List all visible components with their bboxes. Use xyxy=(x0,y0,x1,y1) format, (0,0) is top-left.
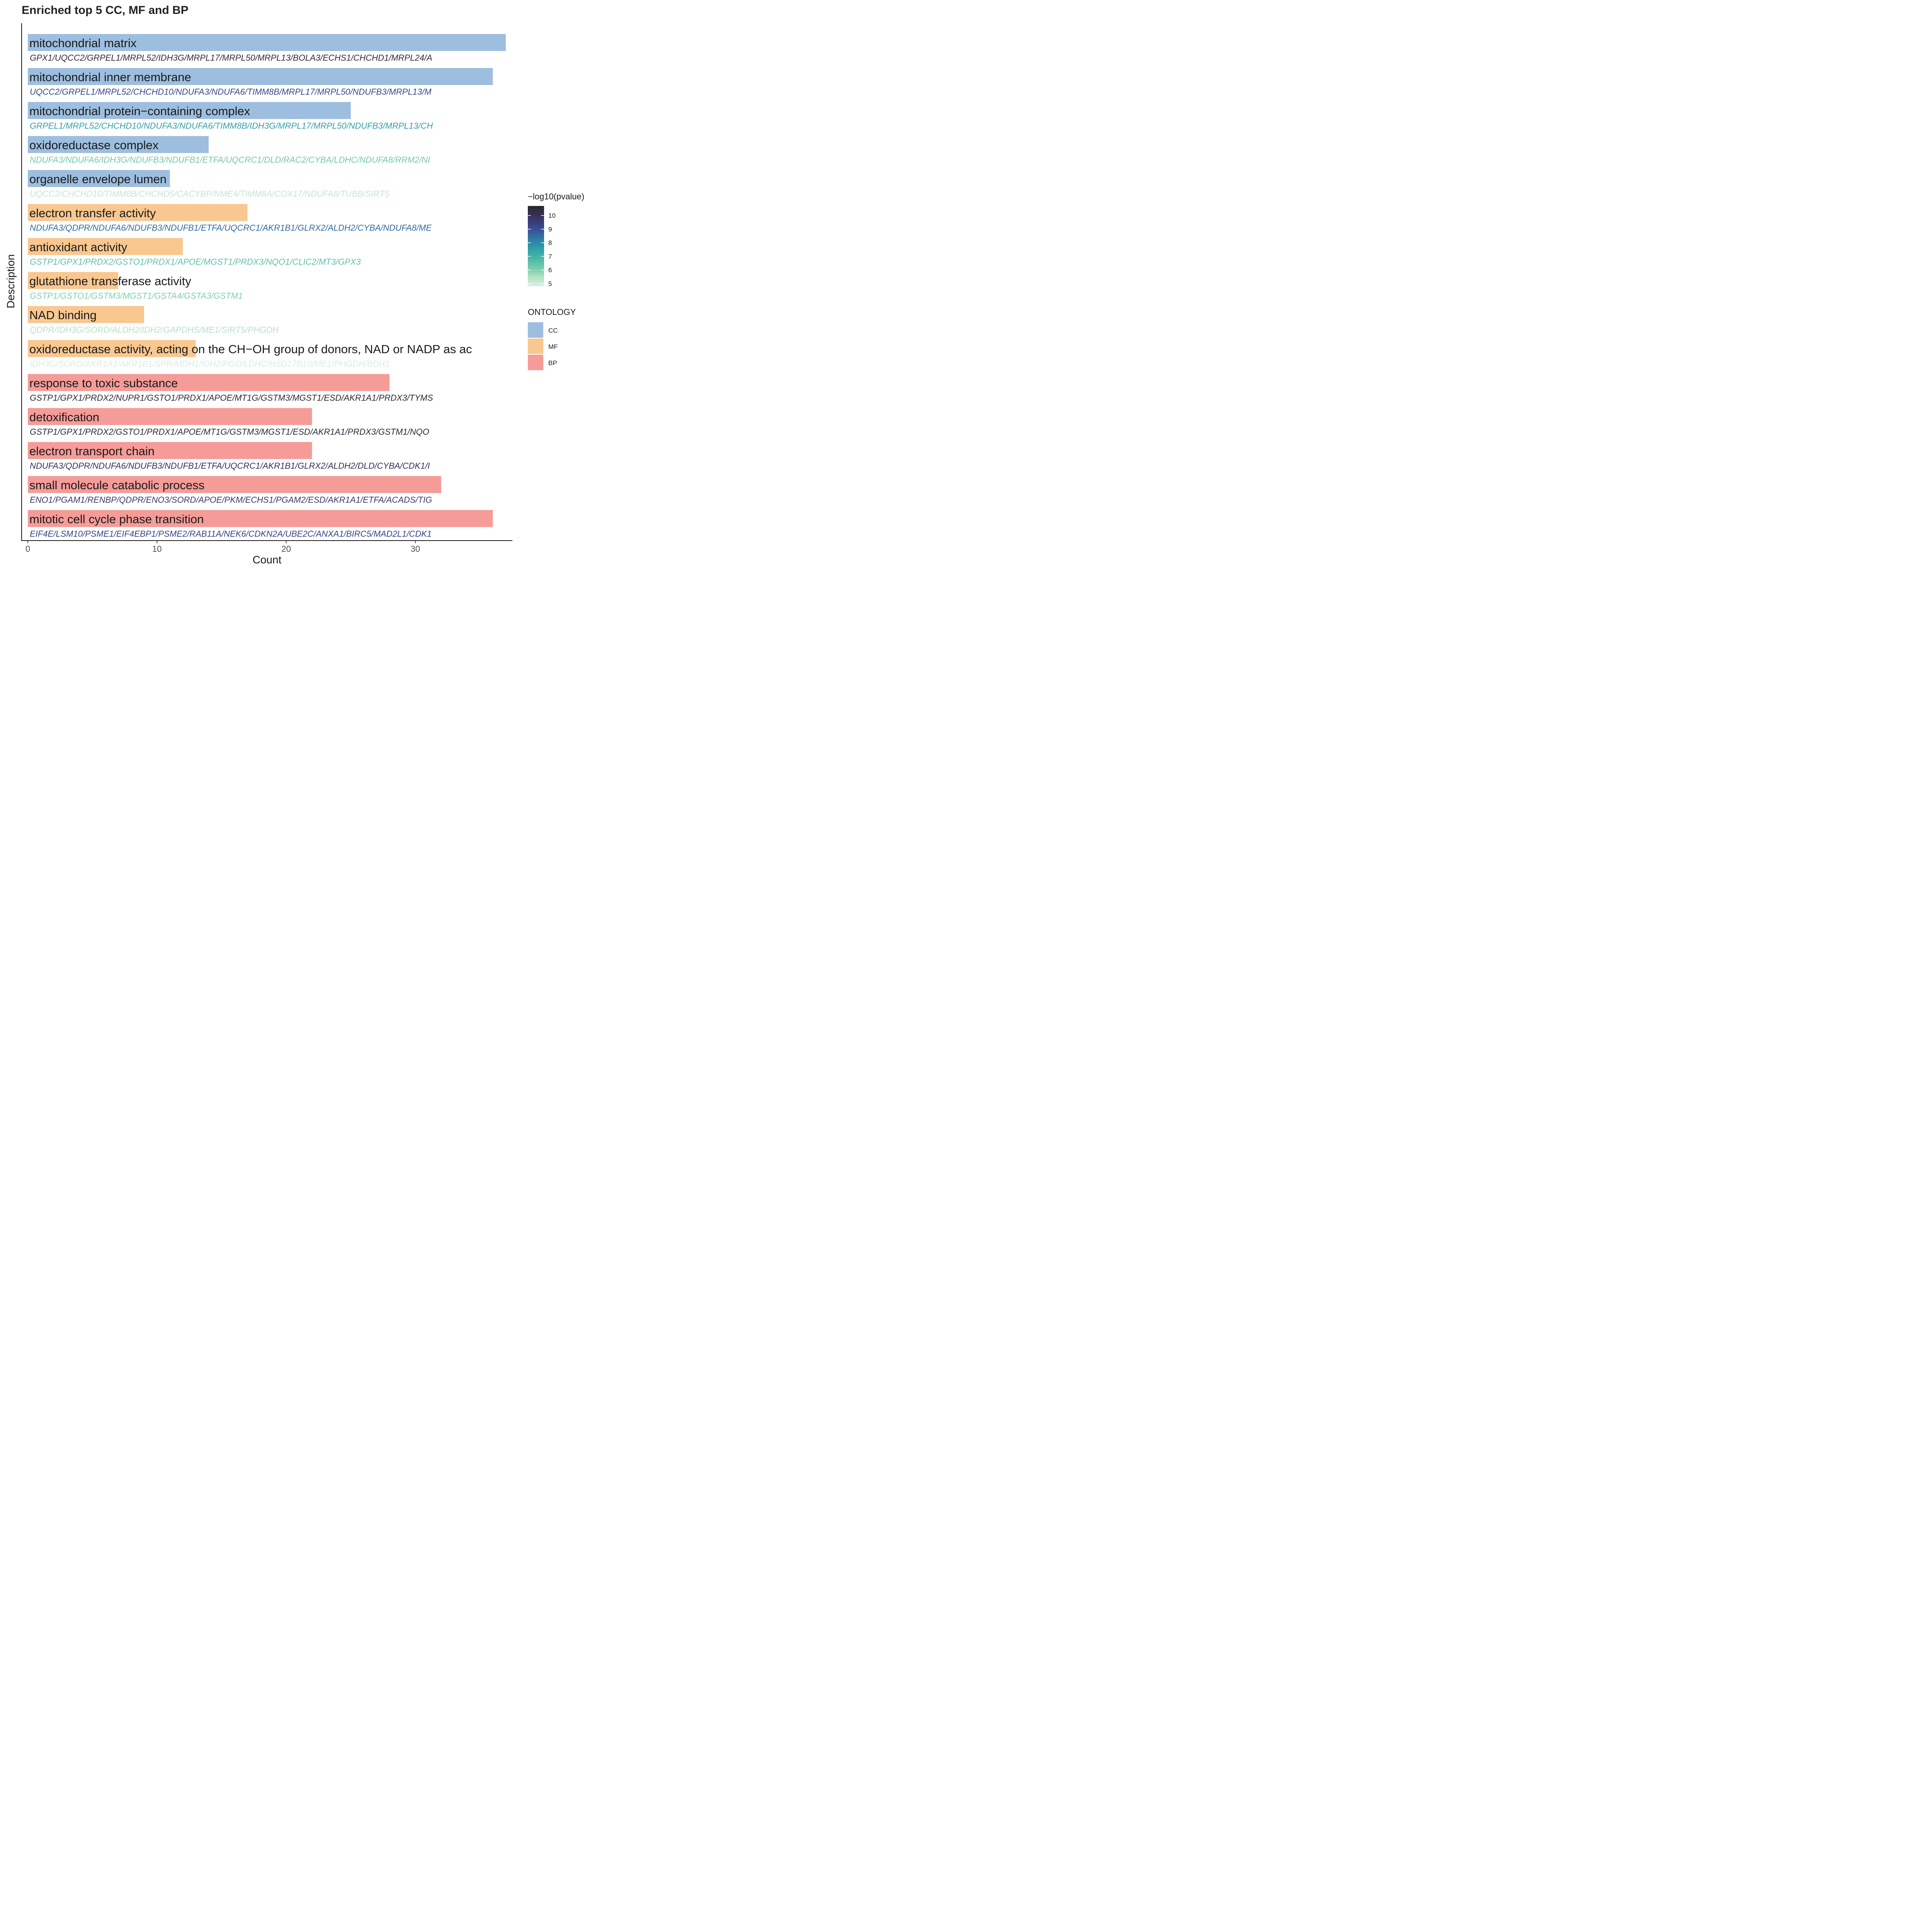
gene-list-oxidoreductase-activity-acting-on-the-ch: IDH3G/SORD/AKR1A1/AKR1B1/SPR/MDH1/IDH2/P… xyxy=(30,359,390,369)
gene-list-oxidoreductase-complex: NDUFA3/NDUFA6/IDH3G/NDUFB3/NDUFB1/ETFA/U… xyxy=(30,155,430,165)
x-tick-label-0: 0 xyxy=(26,544,30,554)
bar-label-detoxification: detoxification xyxy=(29,410,99,424)
ontology-legend-keys: CC MF BP xyxy=(528,322,558,370)
bar-mitochondrial-matrix xyxy=(28,34,506,51)
ontology-legend-title: ONTOLOGY xyxy=(528,307,576,317)
colorbar-title: −log10(pvalue) xyxy=(528,192,584,201)
ontology-legend: ONTOLOGY CC MF BP xyxy=(528,307,576,370)
x-tick-label-10: 10 xyxy=(152,544,162,554)
bar-label-oxidoreductase-activity-acting-on-the-ch: oxidoreductase activity, acting on the C… xyxy=(29,342,472,356)
legend-key-mf xyxy=(528,338,543,354)
x-axis-title: Count xyxy=(253,554,282,566)
bar-electron-transfer-activity xyxy=(28,204,248,221)
enrichment-bar-chart: Enriched top 5 CC, MF and BP mitochondri… xyxy=(5,4,584,566)
bar-organelle-envelope-lumen xyxy=(28,170,170,187)
colorbar-tick-label-9: 9 xyxy=(548,226,552,233)
gene-list-mitotic-cell-cycle-phase-transition: EIF4E/LSM10/PSME1/EIF4EBP1/PSME2/RAB11A/… xyxy=(30,529,432,539)
bar-oxidoreductase-complex xyxy=(28,136,209,153)
gene-list-electron-transport-chain: NDUFA3/QDPR/NDUFA6/NDUFB3/NDUFB1/ETFA/UQ… xyxy=(30,461,430,471)
gene-list-detoxification: GSTP1/GPX1/PRDX2/GSTO1/PRDX1/APOE/MT1G/G… xyxy=(30,427,429,437)
gene-list-mitochondrial-matrix: GPX1/UQCC2/GRPEL1/MRPL52/IDH3G/MRPL17/MR… xyxy=(30,53,432,63)
legend-key-bp xyxy=(528,355,543,370)
colorbar-tick-label-6: 6 xyxy=(548,267,552,274)
gene-list-antioxidant-activity: GSTP1/GPX1/PRDX2/GSTO1/PRDX1/APOE/MGST1/… xyxy=(30,257,361,267)
bar-small-molecule-catabolic-process xyxy=(28,476,441,493)
bar-mitotic-cell-cycle-phase-transition xyxy=(28,510,493,527)
bar-electron-transport-chain xyxy=(28,442,312,459)
bar-nad-binding xyxy=(28,306,144,323)
colorbar-tick-label-8: 8 xyxy=(548,239,552,247)
gene-list-response-to-toxic-substance: GSTP1/GPX1/PRDX2/NUPR1/GSTO1/PRDX1/APOE/… xyxy=(30,393,433,403)
gene-list-mitochondrial-protein-containing-complex: GRPEL1/MRPL52/CHCHD10/NDUFA3/NDUFA6/TIMM… xyxy=(30,121,433,131)
bar-label-mitochondrial-matrix: mitochondrial matrix xyxy=(29,36,137,50)
bar-mitochondrial-protein-containing-complex xyxy=(28,102,351,119)
colorbar-gradient xyxy=(528,206,544,286)
gene-list-organelle-envelope-lumen: UQCC2/CHCHD10/TIMM8B/CHCHD5/CACYBP/NME4/… xyxy=(30,189,389,199)
bar-label-response-to-toxic-substance: response to toxic substance xyxy=(29,376,178,390)
colorbar-tick-label-5: 5 xyxy=(548,280,552,287)
bar-label-electron-transport-chain: electron transport chain xyxy=(29,444,155,458)
bar-label-small-molecule-catabolic-process: small molecule catabolic process xyxy=(29,478,204,492)
bar-antioxidant-activity xyxy=(28,238,183,255)
bar-label-antioxidant-activity: antioxidant activity xyxy=(29,240,128,254)
gene-list-electron-transfer-activity: NDUFA3/QDPR/NDUFA6/NDUFB3/NDUFB1/ETFA/UQ… xyxy=(30,223,432,233)
bar-response-to-toxic-substance xyxy=(28,374,390,391)
colorbar-legend: −log10(pvalue) 5 6 7 8 9 10 xyxy=(528,192,584,287)
x-axis-ticks: 0 10 20 30 xyxy=(26,541,420,554)
bar-label-nad-binding: NAD binding xyxy=(29,308,97,322)
bar-label-oxidoreductase-complex: oxidoreductase complex xyxy=(29,138,159,152)
bar-label-mitochondrial-inner-membrane: mitochondrial inner membrane xyxy=(29,70,191,84)
legend-label-mf: MF xyxy=(548,343,558,350)
bar-label-mitochondrial-protein-containing-complex: mitochondrial protein−containing complex xyxy=(29,104,250,118)
bar-mitochondrial-inner-membrane xyxy=(28,68,493,85)
gene-list-nad-binding: QDPR/IDH3G/SORD/ALDH2/IDH2/GAPDHS/ME1/SI… xyxy=(30,325,279,335)
legend-label-cc: CC xyxy=(548,327,558,334)
gene-list-mitochondrial-inner-membrane: UQCC2/GRPEL1/MRPL52/CHCHD10/NDUFA3/NDUFA… xyxy=(30,87,432,97)
legend-label-bp: BP xyxy=(548,359,557,367)
bar-label-organelle-envelope-lumen: organelle envelope lumen xyxy=(29,172,167,186)
legend-key-cc xyxy=(528,322,543,338)
bar-label-glutathione-transferase-activity: glutathione transferase activity xyxy=(29,274,191,288)
colorbar-tick-label-7: 7 xyxy=(548,253,552,260)
x-tick-label-30: 30 xyxy=(411,544,420,554)
gene-list-small-molecule-catabolic-process: ENO1/PGAM1/RENBP/QDPR/ENO3/SORD/APOE/PKM… xyxy=(30,495,432,505)
bar-glutathione-transferase-activity xyxy=(28,272,119,289)
x-tick-label-20: 20 xyxy=(281,544,291,554)
plot-area: mitochondrial matrix GPX1/UQCC2/GRPEL1/MR… xyxy=(28,34,506,539)
bar-label-mitotic-cell-cycle-phase-transition: mitotic cell cycle phase transition xyxy=(29,512,204,526)
bar-oxidoreductase-activity-acting-on-the-ch xyxy=(28,340,196,357)
y-axis-title: Description xyxy=(5,254,17,308)
colorbar-ticks: 5 6 7 8 9 10 xyxy=(528,212,556,287)
chart-title: Enriched top 5 CC, MF and BP xyxy=(22,4,189,17)
colorbar-tick-label-10: 10 xyxy=(548,212,556,219)
bar-detoxification xyxy=(28,408,312,425)
gene-list-glutathione-transferase-activity: GSTP1/GSTO1/GSTM3/MGST1/GSTA4/GSTA3/GSTM… xyxy=(30,291,243,301)
bar-label-electron-transfer-activity: electron transfer activity xyxy=(29,206,156,220)
